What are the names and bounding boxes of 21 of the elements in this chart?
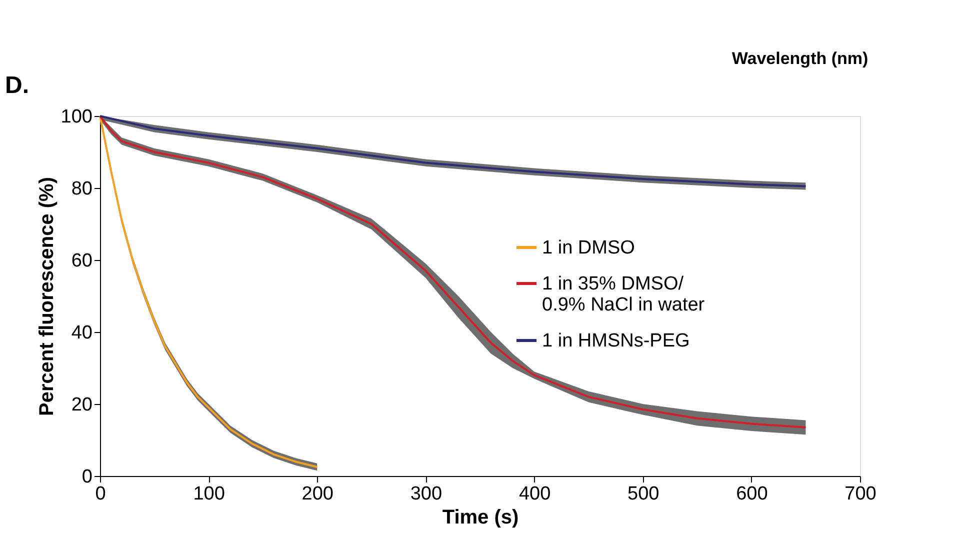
legend-label: 1 in HMSNs-PEG: [542, 330, 690, 352]
y-tick-label: 40: [71, 322, 92, 344]
legend-label: 1 in 35% DMSO/ 0.9% NaCl in water: [542, 274, 706, 316]
y-axis-title: Percent fluorescence (%): [36, 177, 58, 416]
x-tick-label: 100: [193, 484, 225, 504]
x-axis-title: Time (s): [442, 506, 519, 528]
y-tick-label: 100: [60, 106, 92, 128]
y-tick-label: 20: [71, 394, 92, 416]
x-tick-label: 400: [518, 484, 551, 504]
x-tick-label: 700: [844, 484, 876, 504]
x-tick-label: 0: [95, 484, 106, 504]
text: Wavelength (nm): [732, 49, 868, 68]
y-tick-label: 60: [71, 250, 92, 272]
x-tick-label: 300: [410, 484, 442, 504]
legend-label: 1 in DMSO: [542, 238, 635, 258]
x-tick-label: 200: [302, 484, 334, 504]
text: D.: [5, 72, 29, 99]
y-tick-label: 0: [82, 466, 92, 488]
x-tick-label: 500: [628, 484, 660, 504]
x-tick-label: 600: [736, 484, 768, 504]
y-tick-label: 80: [71, 178, 92, 200]
